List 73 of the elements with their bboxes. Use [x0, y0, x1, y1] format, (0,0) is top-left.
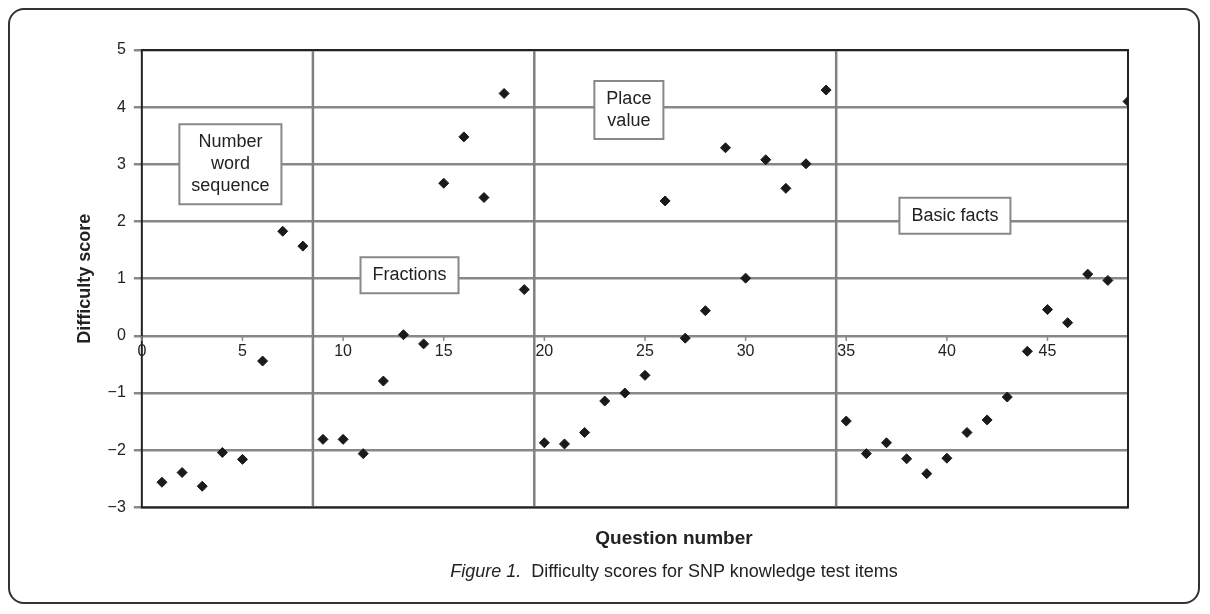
- y-tick-label: −2: [107, 440, 126, 458]
- point: [599, 395, 611, 407]
- point: [921, 468, 933, 480]
- y-tick-label: −1: [107, 383, 126, 401]
- y-tick-label: 2: [116, 211, 126, 229]
- point: [901, 453, 913, 465]
- point: [579, 427, 591, 438]
- point: [961, 427, 973, 438]
- point: [357, 448, 369, 460]
- annotation: Fractions: [372, 264, 447, 285]
- point: [981, 414, 993, 426]
- point: [438, 177, 450, 189]
- x-axis-title: Question number: [594, 527, 754, 549]
- annotation: Number word sequence: [191, 131, 270, 196]
- point: [478, 192, 490, 204]
- x-tick-label: 25: [636, 341, 654, 359]
- point: [196, 480, 208, 492]
- point: [277, 225, 289, 237]
- point: [397, 329, 409, 341]
- point: [840, 415, 852, 427]
- point: [538, 437, 550, 449]
- point: [498, 87, 510, 99]
- point: [1102, 274, 1114, 286]
- point: [941, 452, 953, 464]
- x-tick-label: 45: [1038, 341, 1057, 359]
- point: [216, 447, 228, 459]
- x-tick-label: 40: [937, 341, 956, 359]
- y-tick-label: −3: [107, 497, 126, 515]
- x-tick-label: 30: [736, 341, 755, 359]
- point: [418, 338, 430, 350]
- point: [377, 375, 389, 387]
- point: [619, 387, 631, 399]
- point: [880, 437, 892, 449]
- point: [740, 272, 752, 284]
- y-tick-label: 0: [116, 326, 126, 344]
- point: [1082, 268, 1094, 280]
- y-tick-label: 4: [116, 97, 126, 115]
- x-tick-label: 15: [434, 341, 453, 359]
- annotation: Place value: [606, 88, 652, 130]
- point: [800, 158, 812, 170]
- point: [860, 448, 872, 460]
- point: [558, 438, 570, 450]
- y-axis-title: Difficulty score: [73, 213, 94, 344]
- caption: Figure 1. Difficulty scores for SNP knowledge test items: [449, 561, 899, 582]
- y-tick-label: 5: [116, 40, 126, 58]
- point: [820, 84, 832, 96]
- point: [518, 284, 530, 296]
- point: [176, 467, 188, 479]
- point: [659, 195, 671, 207]
- point: [699, 305, 711, 317]
- point: [337, 433, 349, 445]
- point: [1001, 391, 1013, 403]
- point: [257, 355, 269, 367]
- x-tick-label: 5: [238, 341, 248, 359]
- point: [458, 131, 470, 143]
- point: [1062, 317, 1074, 329]
- y-tick-label: 1: [116, 269, 126, 287]
- point: [1021, 345, 1033, 357]
- point: [1042, 304, 1053, 316]
- x-tick-label: 20: [535, 341, 554, 359]
- point: [297, 240, 309, 252]
- point: [679, 332, 691, 344]
- x-tick-label: 35: [837, 341, 856, 359]
- point: [156, 476, 168, 488]
- annotation: Basic facts: [911, 204, 999, 225]
- point: [719, 142, 731, 154]
- y-tick-label: 3: [116, 154, 126, 172]
- point: [780, 182, 792, 194]
- x-tick-label: 10: [334, 341, 353, 359]
- point: [317, 433, 329, 445]
- point: [760, 154, 772, 166]
- point: [639, 369, 651, 381]
- point: [236, 453, 248, 465]
